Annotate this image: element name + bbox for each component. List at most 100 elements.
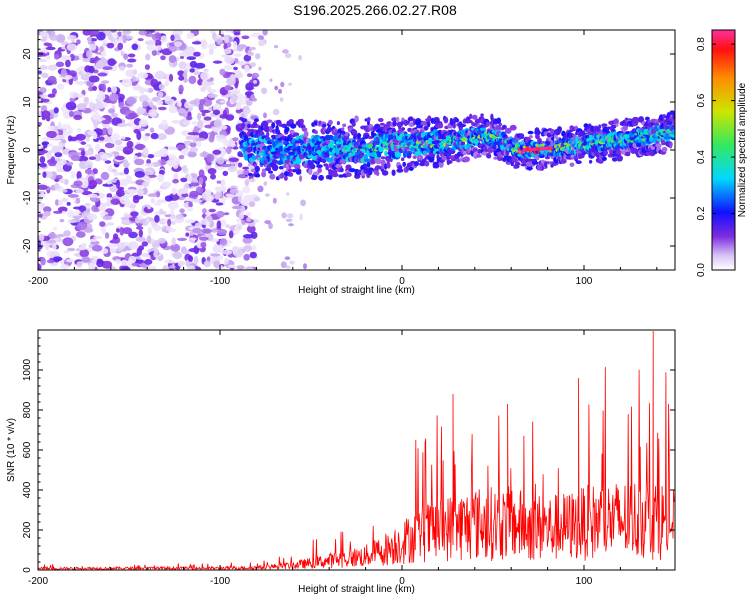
noise-cell: [47, 93, 56, 98]
noise-cell: [183, 197, 194, 202]
noise-cell: [126, 140, 134, 148]
noise-cell: [67, 219, 77, 224]
noise-cell: [137, 72, 149, 79]
noise-cell: [39, 94, 48, 98]
noise-cell: [235, 102, 242, 111]
noise-cell: [282, 49, 289, 54]
ridge-halo-cell: [456, 158, 461, 163]
noise-cell: [85, 150, 93, 156]
noise-cell: [75, 188, 84, 194]
noise-cell: [235, 219, 242, 223]
noise-cell: [75, 133, 86, 141]
noise-cell: [159, 169, 165, 176]
noise-cell: [193, 51, 201, 57]
ridge-halo-cell: [408, 166, 414, 171]
ridge-halo-cell: [339, 167, 344, 173]
noise-cell: [155, 45, 162, 51]
noise-cell: [84, 65, 92, 73]
noise-cell: [272, 108, 280, 116]
ridge-halo-cell: [547, 161, 550, 165]
noise-cell: [66, 161, 74, 166]
noise-cell: [148, 217, 155, 222]
noise-cell: [251, 219, 260, 223]
noise-cell: [245, 82, 254, 91]
noise-cell: [242, 236, 253, 244]
noise-cell: [121, 78, 133, 88]
noise-cell: [117, 123, 128, 127]
ridge-halo-cell: [290, 123, 297, 129]
noise-cell: [128, 112, 139, 119]
noise-cell: [102, 66, 113, 70]
noise-cell: [299, 213, 303, 221]
colorbar: 0.0 0.2 0.4 0.6 0.8 Normalized spectral ampli…: [696, 29, 748, 277]
noise-cell: [171, 120, 181, 124]
noise-cell: [106, 180, 112, 185]
noise-cell: [231, 246, 239, 253]
noise-cell: [210, 173, 216, 180]
noise-cell: [207, 89, 217, 94]
ridge-halo-cell: [319, 136, 326, 139]
noise-cell: [188, 255, 193, 262]
noise-cell: [41, 137, 52, 141]
noise-cell: [168, 73, 174, 82]
noise-cell: [280, 261, 287, 269]
noise-cell: [67, 135, 73, 142]
noise-cell: [150, 197, 156, 204]
noise-cell: [193, 256, 199, 265]
noise-cell: [144, 259, 153, 265]
noise-cell: [253, 80, 258, 84]
ridge-halo-cell: [575, 160, 582, 165]
ridge-halo-cell: [428, 155, 435, 163]
noise-cell: [284, 256, 291, 261]
noise-cell: [101, 260, 113, 269]
noise-cell: [216, 134, 226, 140]
ridge-band-cell: [364, 154, 368, 160]
noise-cell: [76, 171, 82, 180]
noise-cell: [54, 183, 60, 190]
noise-cell: [246, 225, 256, 234]
ridge-halo-cell: [476, 154, 482, 158]
noise-cell: [75, 93, 85, 99]
y-axis-label: Frequency (Hz): [6, 116, 17, 185]
ridge-halo-cell: [518, 133, 525, 140]
colorbar-tick-label: 0.0: [696, 263, 707, 277]
ridge-halo-cell: [268, 170, 273, 174]
noise-cell: [111, 85, 118, 94]
noise-cell: [167, 146, 175, 151]
noise-cell: [265, 193, 270, 197]
noise-cell: [56, 134, 67, 140]
noise-cell: [188, 248, 200, 253]
noise-cell: [189, 182, 200, 187]
ridge-halo-cell: [271, 164, 279, 172]
noise-cell: [138, 245, 145, 251]
noise-cell: [80, 141, 87, 145]
ridge-band-cell: [361, 144, 367, 148]
noise-cell: [221, 54, 229, 58]
noise-cell: [45, 46, 56, 51]
noise-cell: [136, 131, 142, 141]
noise-cell: [115, 155, 125, 161]
noise-cell: [171, 187, 177, 195]
noise-cell: [244, 179, 250, 186]
noise-cell: [42, 171, 47, 178]
spectrogram-cells: [38, 30, 675, 270]
noise-cell: [157, 106, 167, 111]
noise-cell: [272, 197, 277, 204]
noise-cell: [219, 238, 228, 246]
ridge-halo-cell: [671, 124, 675, 130]
ridge-halo-cell: [275, 125, 279, 133]
ridge-halo-cell: [241, 122, 246, 129]
noise-cell: [47, 143, 54, 147]
noise-cell: [49, 34, 59, 41]
noise-cell: [219, 125, 228, 130]
noise-cell: [117, 31, 122, 37]
ridge-halo-cell: [511, 157, 519, 163]
noise-cell: [134, 171, 145, 178]
noise-cell: [40, 105, 48, 112]
noise-cell: [56, 83, 65, 91]
noise-cell: [128, 241, 139, 250]
noise-cell: [132, 69, 138, 75]
ridge-halo-cell: [261, 120, 269, 127]
noise-cell: [52, 256, 63, 262]
noise-cell: [126, 96, 136, 106]
